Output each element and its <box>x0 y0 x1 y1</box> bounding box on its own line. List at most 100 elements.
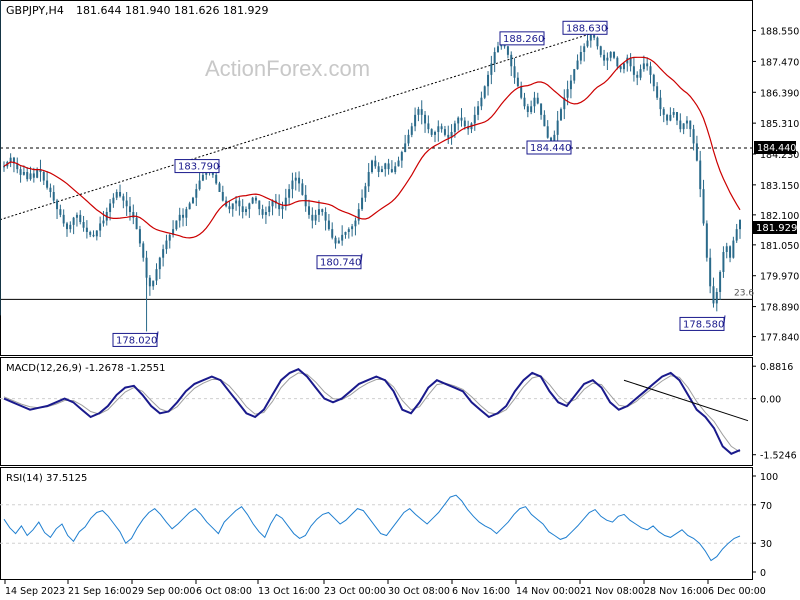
candle-body <box>705 223 708 258</box>
candle-body <box>400 152 403 161</box>
swing-label-text: 188.260 <box>503 34 544 45</box>
candle-body <box>89 232 92 235</box>
candle-body <box>430 129 433 135</box>
candle-body <box>739 219 741 230</box>
candle-body <box>298 177 301 184</box>
candle-body <box>407 134 410 144</box>
candle-body <box>115 192 118 198</box>
price-tick-label: 185.310 <box>760 119 799 130</box>
macd-tick-label: -1.5246 <box>760 451 797 462</box>
candle-body <box>195 189 198 198</box>
candle-body <box>138 229 141 244</box>
candle-body <box>331 229 334 238</box>
candle-body <box>424 114 427 124</box>
candle-body <box>669 114 672 121</box>
candle-body <box>573 69 576 81</box>
candle-body <box>513 66 516 78</box>
candle-body <box>165 240 168 250</box>
candle-body <box>467 126 470 130</box>
candle-body <box>317 209 320 215</box>
candle-body <box>162 249 165 258</box>
candle-body <box>152 280 155 287</box>
candle-body <box>377 166 380 172</box>
candle-body <box>188 203 191 210</box>
candle-body <box>271 200 274 207</box>
candle-body <box>354 220 357 227</box>
swing-label-text: 178.020 <box>116 335 157 346</box>
candle-body <box>433 132 436 135</box>
candle-body <box>12 157 15 164</box>
price-tick-label: 184.230 <box>760 150 799 161</box>
swing-point-labels: 178.020 183.790 180.740 188.260 184.440 188.6… <box>112 20 726 347</box>
candle-body <box>626 57 629 64</box>
candle-body <box>420 109 423 115</box>
price-tick-label: 187.470 <box>760 57 799 68</box>
macd-line <box>3 368 741 455</box>
candle-body <box>59 209 62 215</box>
candle-body <box>268 206 271 212</box>
x-tick-label: 29 Sep 00:00 <box>132 586 195 597</box>
candle-body <box>477 106 480 115</box>
price-tick-label: 181.050 <box>760 241 799 252</box>
candle-body <box>357 209 360 221</box>
candle-body <box>689 120 692 130</box>
candle-body <box>341 234 344 241</box>
macd-title: MACD(12,26,9) -1.2678 -1.2551 <box>6 363 166 374</box>
candle-body <box>427 123 430 130</box>
candle-body <box>261 209 264 215</box>
chart-symbol-label: GBPJPY,H4 <box>6 4 64 17</box>
watermark: ActionForex.com <box>205 56 370 81</box>
current-price-marker: 181.929 <box>753 221 797 234</box>
candle-body <box>662 109 665 115</box>
candle-body <box>729 246 732 258</box>
candle-body <box>128 206 131 212</box>
candle-body <box>384 163 387 170</box>
rsi-tick-label: 70 <box>760 501 772 512</box>
candle-body <box>39 169 42 172</box>
price-y-axis: 188.550 187.470 186.390 185.310 184.230 183.1… <box>752 27 799 344</box>
candle-body <box>712 286 715 304</box>
swing-label-leader <box>156 331 159 340</box>
candle-body <box>142 243 145 258</box>
candle-body <box>337 240 340 244</box>
candle-body <box>460 117 463 121</box>
rsi-tick-label: 100 <box>760 472 778 483</box>
candle-body <box>603 54 606 61</box>
candle-body <box>530 106 533 112</box>
candle-body <box>102 220 105 224</box>
candle-body <box>16 163 19 170</box>
candle-body <box>314 214 317 221</box>
candle-body <box>52 192 55 201</box>
candle-body <box>327 220 330 230</box>
price-tick-label: 188.550 <box>760 27 799 38</box>
price-candles <box>0 0 741 332</box>
candle-body <box>168 234 171 241</box>
candle-body <box>553 134 556 144</box>
candle-body <box>695 143 698 161</box>
candle-body <box>294 177 297 181</box>
candle-body <box>155 269 158 281</box>
candle-body <box>85 227 88 232</box>
candle-body <box>324 212 327 221</box>
candle-body <box>351 226 354 230</box>
candle-body <box>679 120 682 130</box>
candle-body <box>410 126 413 135</box>
candle-body <box>367 172 370 187</box>
candle-body <box>622 63 625 70</box>
level-price-box <box>754 141 796 154</box>
candle-body <box>344 232 347 235</box>
macd-y-axis: 0.8816 0.00 -1.5246 <box>0 362 797 462</box>
candle-body <box>258 200 261 210</box>
candle-body <box>569 80 572 90</box>
candle-body <box>609 52 612 58</box>
x-tick-label: 21 Sep 16:00 <box>68 586 131 597</box>
rsi-line <box>3 494 741 562</box>
candle-body <box>579 52 582 61</box>
candle-body <box>629 57 632 67</box>
candle-body <box>536 97 539 104</box>
candle-body <box>493 52 496 64</box>
candle-body <box>215 174 218 184</box>
candle-body <box>72 217 75 225</box>
candle-body <box>69 224 72 230</box>
candle-body <box>732 240 735 258</box>
